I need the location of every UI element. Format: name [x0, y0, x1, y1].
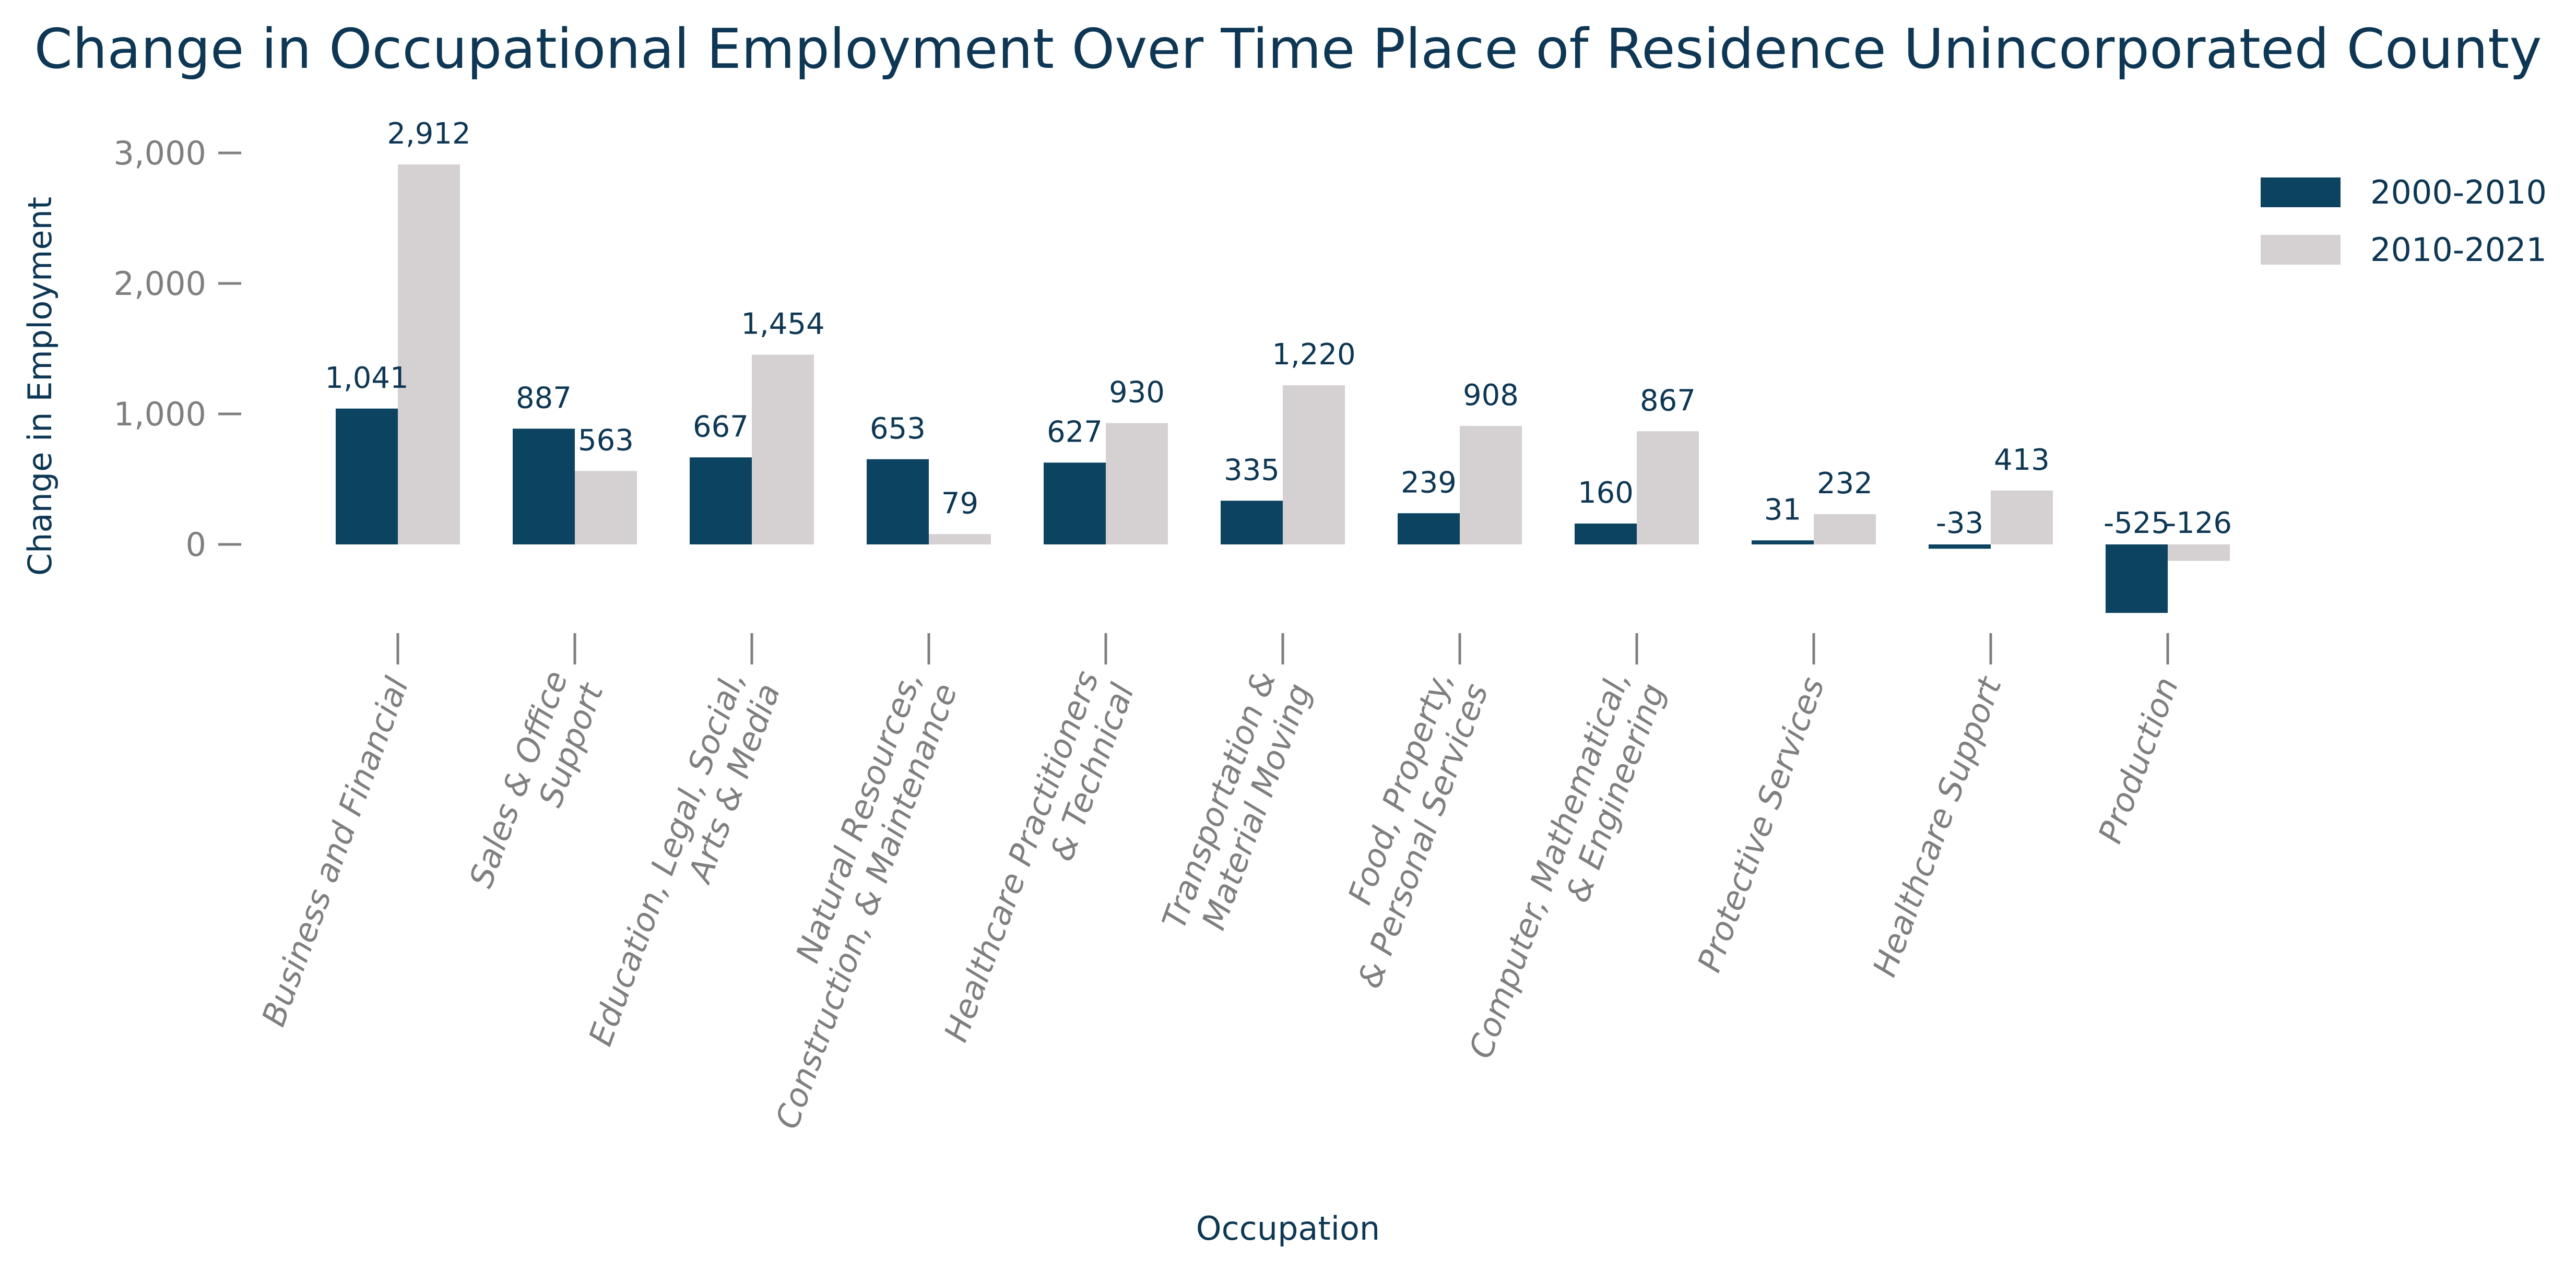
x-tick-label: Protective Services — [1690, 672, 1832, 977]
data-label: -525 — [2104, 506, 2170, 540]
data-label: 653 — [870, 412, 926, 446]
x-tick-label: Food, Property,& Personal Services — [1341, 666, 1496, 993]
bar-2010-2021 — [1814, 514, 1876, 544]
data-label: 887 — [516, 381, 572, 415]
x-tick-label: Education, Legal, Social,Arts & Media — [581, 666, 788, 1051]
x-tick-label: Production — [2091, 672, 2186, 848]
data-label: 160 — [1578, 476, 1634, 510]
bar-2000-2010 — [690, 457, 752, 544]
data-label: 1,041 — [325, 361, 408, 395]
bar-2000-2010 — [1575, 524, 1637, 544]
bar-2000-2010 — [1929, 544, 1991, 549]
data-label: 239 — [1401, 466, 1457, 500]
data-label: 867 — [1640, 384, 1696, 418]
legend-swatch — [2261, 235, 2341, 265]
data-label: 31 — [1764, 493, 1801, 527]
bar-2010-2021 — [1283, 385, 1345, 544]
y-tick-label: 2,000 — [114, 265, 207, 303]
data-label: -126 — [2166, 506, 2232, 540]
x-tick-label-line: Computer, Mathematical, — [1461, 666, 1637, 1063]
x-axis: Business and Financial Sales & OfficeSupp… — [254, 633, 2186, 1134]
data-label: 79 — [941, 486, 978, 520]
bar-2010-2021 — [1106, 423, 1168, 544]
data-label: 667 — [693, 410, 749, 444]
bar-2010-2021 — [1637, 431, 1699, 544]
legend-swatch — [2261, 177, 2341, 207]
bar-2000-2010 — [867, 459, 929, 544]
legend-label: 2010-2021 — [2370, 231, 2547, 269]
bar-2010-2021 — [2168, 544, 2230, 561]
data-label: 335 — [1224, 453, 1280, 487]
chart-title: Change in Occupational Employment Over T… — [34, 17, 2542, 81]
x-tick-label: Healthcare Support — [1865, 671, 2010, 981]
x-axis-title: Occupation — [1196, 1209, 1380, 1248]
y-tick-label: 1,000 — [114, 395, 207, 433]
x-tick-label-line: Business and Financial — [254, 672, 416, 1031]
data-label: -33 — [1936, 506, 1983, 540]
bar-2000-2010 — [2106, 544, 2168, 613]
y-axis-title: Change in Employment — [21, 197, 59, 576]
bars — [336, 164, 2230, 613]
x-tick-label: Transportation &Material Moving — [1154, 666, 1318, 934]
bar-2010-2021 — [575, 471, 637, 544]
bar-2000-2010 — [1221, 501, 1283, 544]
x-tick-label: Computer, Mathematical,& Engineering — [1461, 666, 1672, 1063]
data-label: 1,220 — [1272, 338, 1355, 372]
data-label: 232 — [1817, 467, 1873, 501]
data-label: 563 — [578, 423, 634, 457]
data-label: 1,454 — [741, 307, 824, 341]
data-label: 627 — [1047, 415, 1103, 449]
bar-2000-2010 — [1398, 513, 1460, 544]
bar-2010-2021 — [398, 164, 460, 544]
bar-2010-2021 — [752, 354, 814, 544]
x-tick-label: Healthcare Practitioners& Technical — [937, 666, 1142, 1047]
bar-2000-2010 — [336, 408, 398, 544]
x-tick-label-line: Production — [2091, 672, 2186, 848]
legend-label: 2000-2010 — [2370, 173, 2547, 211]
data-label: 930 — [1109, 376, 1165, 410]
bar-2000-2010 — [1752, 540, 1814, 544]
y-axis: 0 1,000 2,000 3,000 — [114, 134, 241, 564]
x-tick-label-line: Healthcare Support — [1865, 671, 2010, 981]
data-label: 413 — [1994, 443, 2050, 477]
bar-2000-2010 — [513, 429, 575, 544]
bar-2000-2010 — [1044, 462, 1106, 544]
bar-2010-2021 — [1460, 426, 1522, 544]
y-tick-label: 3,000 — [114, 134, 207, 172]
bar-2010-2021 — [929, 534, 991, 544]
data-label: 908 — [1463, 378, 1519, 412]
data-label: 2,912 — [387, 117, 470, 151]
legend: 2000-2010 2010-2021 — [2261, 173, 2547, 269]
bar-2010-2021 — [1991, 490, 2053, 544]
x-tick-label: Business and Financial — [254, 672, 416, 1031]
x-tick-label-line: Protective Services — [1690, 672, 1832, 977]
y-tick-label: 0 — [186, 526, 206, 564]
